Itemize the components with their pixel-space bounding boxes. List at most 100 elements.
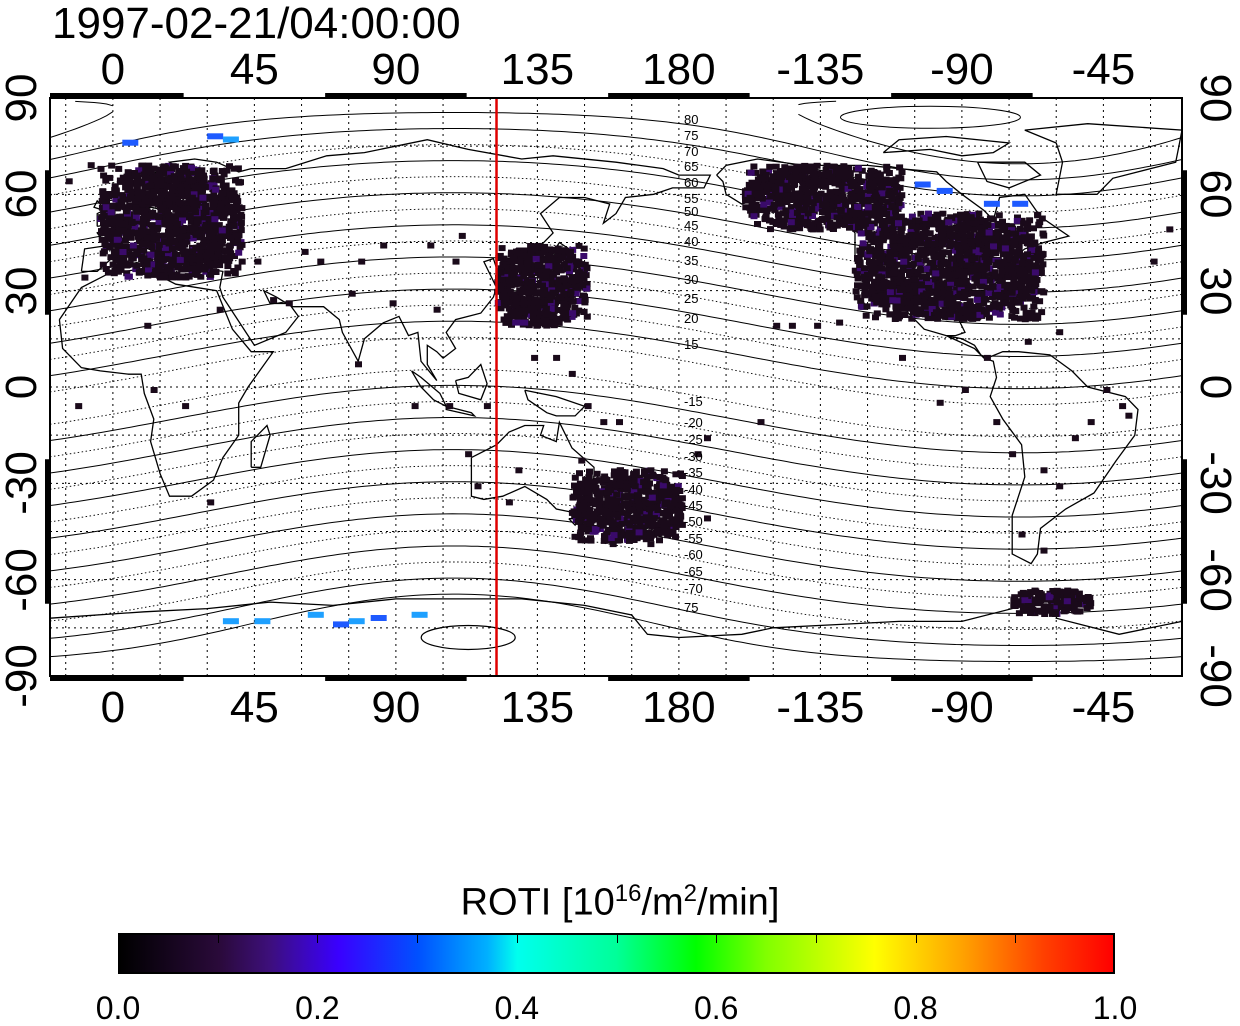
roti-cell bbox=[866, 248, 873, 254]
roti-cell bbox=[786, 174, 793, 180]
roti-cell bbox=[657, 474, 664, 480]
roti-cell bbox=[875, 207, 882, 213]
roti-cell bbox=[155, 214, 162, 220]
roti-cell bbox=[981, 237, 988, 243]
roti-cell bbox=[938, 241, 945, 247]
roti-cell bbox=[183, 169, 190, 175]
roti-cell bbox=[601, 535, 608, 541]
roti-cell bbox=[612, 512, 619, 518]
roti-cell bbox=[561, 261, 568, 267]
roti-cell bbox=[124, 174, 131, 180]
roti-cell bbox=[900, 259, 907, 265]
roti-cell bbox=[165, 176, 172, 182]
roti-cell bbox=[66, 178, 73, 184]
roti-cell bbox=[161, 233, 168, 239]
roti-cell bbox=[501, 301, 508, 307]
roti-cell bbox=[533, 317, 540, 323]
roti-cell bbox=[146, 183, 153, 189]
roti-cell bbox=[120, 228, 127, 234]
roti-cell bbox=[1054, 594, 1061, 600]
roti-cell bbox=[541, 299, 548, 305]
roti-cell bbox=[144, 273, 151, 279]
mlat-contour bbox=[798, 101, 836, 104]
roti-cell bbox=[661, 468, 668, 474]
roti-cell bbox=[883, 164, 890, 170]
roti-cell bbox=[126, 183, 133, 189]
roti-cell bbox=[748, 170, 755, 176]
roti-cell bbox=[632, 515, 639, 521]
roti-cell bbox=[533, 323, 540, 329]
roti-cell bbox=[537, 273, 544, 279]
roti-cell bbox=[579, 282, 586, 288]
roti-cell bbox=[754, 221, 761, 227]
roti-cell bbox=[767, 226, 774, 232]
roti-cell bbox=[1075, 602, 1082, 608]
roti-cell bbox=[186, 274, 193, 280]
roti-cell bbox=[563, 315, 570, 321]
roti-cell bbox=[808, 221, 815, 227]
roti-cell bbox=[892, 234, 899, 240]
roti-cell bbox=[636, 503, 643, 509]
roti-cell bbox=[581, 309, 588, 315]
roti-cell bbox=[889, 311, 896, 317]
roti-cell bbox=[654, 507, 661, 513]
roti-cell bbox=[960, 227, 967, 233]
roti-cell bbox=[235, 165, 242, 171]
roti-cell bbox=[175, 263, 182, 269]
roti-cell bbox=[148, 244, 155, 250]
roti-cell bbox=[1014, 218, 1021, 224]
roti-cell bbox=[802, 169, 809, 175]
roti-cell bbox=[134, 250, 141, 256]
mlat-contour bbox=[50, 337, 1182, 405]
roti-cell bbox=[876, 256, 883, 262]
roti-cell bbox=[134, 179, 141, 185]
roti-cell bbox=[760, 183, 767, 189]
roti-cell bbox=[1036, 599, 1043, 605]
roti-cell bbox=[234, 265, 241, 271]
roti-cell bbox=[567, 290, 574, 296]
roti-cell bbox=[114, 237, 121, 243]
roti-cell bbox=[179, 228, 186, 234]
roti-cell bbox=[834, 214, 841, 220]
roti-cell bbox=[975, 236, 982, 242]
roti-cell bbox=[156, 172, 163, 178]
roti-cell bbox=[626, 520, 633, 526]
roti-cell bbox=[946, 290, 953, 296]
roti-cell bbox=[147, 252, 154, 258]
roti-cell bbox=[961, 269, 968, 275]
roti-cell bbox=[672, 471, 679, 477]
roti-cell bbox=[892, 209, 899, 215]
roti-cell bbox=[1040, 231, 1047, 237]
roti-cell bbox=[125, 274, 132, 280]
roti-cell bbox=[100, 192, 107, 198]
roti-cell bbox=[877, 181, 884, 187]
roti-cell bbox=[916, 217, 923, 223]
roti-cell bbox=[663, 510, 670, 516]
roti-cell bbox=[955, 294, 962, 300]
roti-cell bbox=[227, 251, 234, 257]
roti-cell bbox=[1002, 245, 1009, 251]
roti-cell bbox=[239, 242, 246, 248]
roti-cell bbox=[776, 195, 783, 201]
roti-cell bbox=[932, 270, 939, 276]
roti-cell bbox=[887, 289, 894, 295]
roti-cell bbox=[210, 201, 217, 207]
roti-cell bbox=[112, 231, 119, 237]
roti-cell bbox=[581, 246, 588, 252]
roti-cell bbox=[586, 497, 593, 503]
roti-cell bbox=[1035, 248, 1042, 254]
roti-cell bbox=[106, 175, 113, 181]
roti-cell bbox=[178, 186, 185, 192]
roti-cell bbox=[1054, 588, 1061, 594]
roti-cell bbox=[814, 163, 821, 169]
roti-cell bbox=[797, 194, 804, 200]
roti-cell bbox=[499, 245, 506, 251]
roti-cell bbox=[502, 295, 509, 301]
roti-cell bbox=[193, 232, 200, 238]
roti-cell bbox=[875, 173, 882, 179]
roti-cell bbox=[528, 247, 535, 253]
roti-cell bbox=[917, 267, 924, 273]
roti-cell bbox=[1084, 595, 1091, 601]
roti-cell bbox=[102, 220, 109, 226]
roti-cell bbox=[981, 309, 988, 315]
